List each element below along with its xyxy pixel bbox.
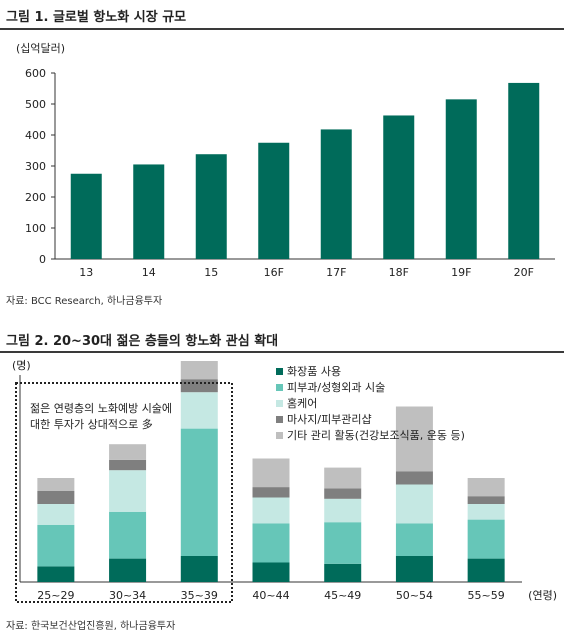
legend-label-2: 피부과/성형외과 시술 (287, 381, 385, 394)
figure1-title-rule (0, 28, 564, 30)
figure2-chart: (명) 25~29 30~34 35~39 40~44 45~49 50~54 55~59 (연… (12, 359, 557, 603)
stack-35~39-series-2 (180, 428, 218, 556)
y-tick-label: 100 (25, 222, 46, 235)
stack-25~29-series-5 (37, 478, 75, 491)
y-tick-label: 600 (25, 67, 46, 80)
figure2-title: 그림 2. 20~30대 젊은 층들의 항노화 관심 확대 (6, 334, 279, 349)
stack-55~59-series-4 (467, 496, 505, 504)
stack-55~59-series-5 (467, 478, 505, 497)
stack-30~34-series-2 (109, 511, 147, 559)
figure2-source: 자료: 한국보건산업진흥원, 하나금융투자 (6, 621, 176, 632)
stack-45~49-series-4 (324, 488, 362, 499)
stack-55~59-series-1 (467, 558, 505, 582)
stack-35~39-series-3 (180, 392, 218, 429)
highlight-box (15, 382, 233, 603)
x-tick-label: 13 (79, 266, 93, 279)
stack-45~49-series-5 (324, 467, 362, 489)
legend-swatch-1 (276, 368, 283, 375)
x-tick-label: 40~44 (252, 589, 289, 602)
legend-swatch-2 (276, 384, 283, 391)
stack-45~49-series-1 (324, 563, 362, 582)
stack-25~29-series-3 (37, 504, 75, 525)
annotation-line: 젊은 연령층의 노화예방 시술에 (30, 402, 172, 415)
stack-40~44-series-5 (252, 458, 290, 488)
y-axis-unit-label: (명) (12, 359, 31, 372)
x-tick-label: 14 (142, 266, 156, 279)
legend-swatch-4 (276, 416, 283, 423)
x-tick-label: 19F (451, 266, 471, 279)
bar-15 (195, 154, 227, 259)
stack-55~59-series-3 (467, 504, 505, 520)
legend-label-5: 기타 관리 활동(건강보조식품, 운동 등) (287, 428, 465, 442)
y-tick-label: 0 (39, 253, 46, 266)
stack-25~29-series-2 (37, 524, 75, 567)
x-tick-label: 45~49 (324, 589, 361, 602)
x-tick-label: 18F (389, 266, 409, 279)
bar-19F (445, 99, 477, 259)
x-tick-label: 30~34 (109, 589, 146, 602)
y-tick-label: 200 (25, 191, 46, 204)
x-tick-label: 55~59 (468, 589, 505, 602)
stack-50~54-series-4 (395, 471, 433, 485)
stack-40~44-series-1 (252, 562, 290, 582)
x-tick-label: 16F (264, 266, 284, 279)
figure1-source: 자료: BCC Research, 하나금융투자 (6, 296, 163, 307)
stack-30~34-series-3 (109, 470, 147, 512)
figure2-title-rule (0, 351, 564, 353)
bar-13 (70, 173, 102, 259)
stack-45~49-series-3 (324, 498, 362, 523)
x-axis-unit-label: (연령) (528, 589, 557, 602)
legend-label-1: 화장품 사용 (287, 365, 341, 378)
stack-35~39-series-5 (180, 361, 218, 380)
stack-25~29-series-1 (37, 566, 75, 582)
x-tick-label: 50~54 (396, 589, 433, 602)
figure1-title: 그림 1. 글로벌 항노화 시장 규모 (6, 10, 187, 25)
figure1-chart: (십억달러) 0 100 200 300 400 500 600 13 14 15 16F 17F 18F… (16, 42, 555, 279)
stack-40~44-series-3 (252, 497, 290, 524)
legend-label-4: 마사지/피부관리샵 (287, 413, 372, 426)
bar-14 (133, 164, 165, 259)
x-tick-label: 15 (204, 266, 218, 279)
x-tick-label: 35~39 (181, 589, 218, 602)
legend-swatch-3 (276, 400, 283, 407)
stack-50~54-series-3 (395, 484, 433, 524)
bar-18F (383, 115, 415, 259)
stack-45~49-series-2 (324, 522, 362, 564)
stack-40~44-series-4 (252, 487, 290, 498)
annotation-line: 대한 투자가 상대적으로 多 (30, 417, 153, 431)
stack-40~44-series-2 (252, 523, 290, 563)
x-tick-label: 17F (326, 266, 346, 279)
stack-30~34-series-1 (109, 558, 147, 582)
stack-35~39-series-1 (180, 556, 218, 582)
stack-50~54-series-1 (395, 556, 433, 582)
bar-16F (258, 142, 290, 259)
y-tick-label: 300 (25, 160, 46, 173)
bar-20F (508, 82, 540, 259)
x-tick-label: 20F (514, 266, 534, 279)
legend-swatch-5 (276, 432, 283, 439)
x-tick-label: 25~29 (37, 589, 74, 602)
stack-50~54-series-5 (395, 406, 433, 472)
bar-17F (320, 129, 352, 259)
stack-30~34-series-4 (109, 459, 147, 471)
y-tick-label: 400 (25, 129, 46, 142)
y-axis-unit-label: (십억달러) (16, 42, 65, 55)
stack-50~54-series-2 (395, 523, 433, 556)
stack-30~34-series-5 (109, 444, 147, 460)
stack-25~29-series-4 (37, 491, 75, 504)
y-tick-label: 500 (25, 98, 46, 111)
stack-55~59-series-2 (467, 519, 505, 559)
legend-label-3: 홈케어 (287, 396, 317, 410)
stack-35~39-series-4 (180, 379, 218, 393)
